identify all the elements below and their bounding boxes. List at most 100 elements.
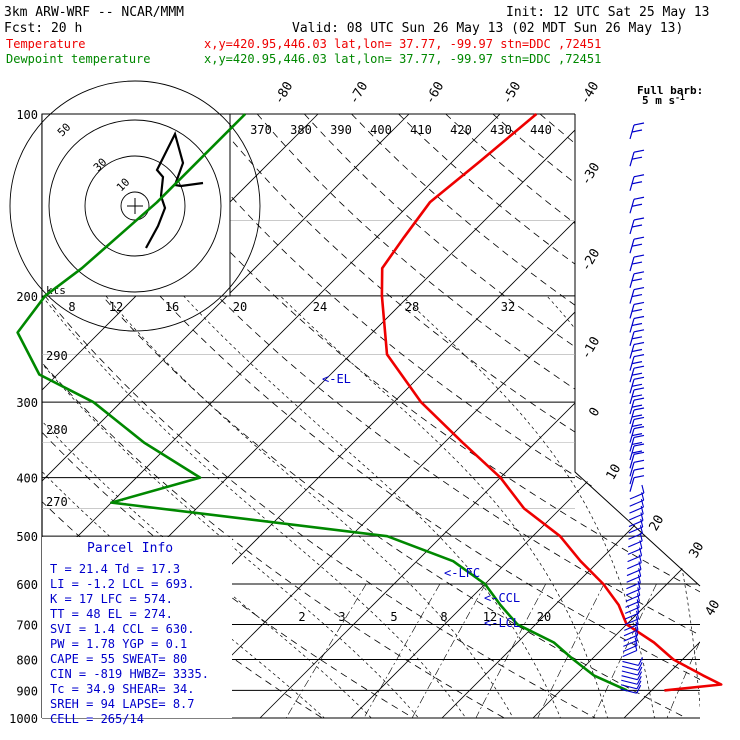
theta-label: 390 xyxy=(330,123,352,137)
moist-adiabat xyxy=(105,295,521,718)
wind-barb xyxy=(625,587,641,602)
model-title: 3km ARW-WRF -- NCAR/MMM xyxy=(4,5,184,20)
sounding-series xyxy=(16,113,723,692)
wind-barb xyxy=(622,637,638,652)
wind-barb xyxy=(627,554,642,570)
wind-barb xyxy=(620,680,642,690)
wind-barb xyxy=(629,467,645,485)
wind-barb xyxy=(629,301,645,319)
dewpoint-line xyxy=(16,113,628,692)
dry-adiabat xyxy=(42,114,528,718)
wind-barb xyxy=(629,484,645,500)
wind-barb xyxy=(624,605,640,620)
parcel-info-row: LI = -1.2 LCL = 693. xyxy=(50,577,195,591)
wind-barb xyxy=(629,254,645,272)
theta-label: 370 xyxy=(250,123,272,137)
theta-label: 380 xyxy=(290,123,312,137)
theta-label: 410 xyxy=(410,123,432,137)
temperature-legend: Temperature xyxy=(6,37,85,51)
parcel-info-row: Tc = 34.9 SHEAR= 34. xyxy=(50,682,195,696)
mixing-ratio-upper-label: 12 xyxy=(109,300,123,314)
hodograph-frame xyxy=(41,113,231,297)
dry-adiabat xyxy=(42,114,343,718)
dry-adiabat xyxy=(42,114,620,718)
wind-barb xyxy=(629,174,645,191)
temperature-tick-label: -80 xyxy=(272,79,297,107)
temperature-tick-label: -10 xyxy=(579,334,604,362)
temperature-line xyxy=(380,113,723,692)
isotherm xyxy=(246,114,700,718)
wind-barb xyxy=(627,532,643,548)
hodograph-ring xyxy=(48,119,222,293)
wind-barb xyxy=(629,492,645,507)
isotherm xyxy=(519,114,700,718)
moist-adiabat xyxy=(183,295,567,718)
wind-barb xyxy=(629,416,645,434)
barb-legend-title: Full barb: xyxy=(637,84,703,97)
parcel-info-box: Parcel Info T = 21.4 Td = 17.3LI = -1.2 L… xyxy=(42,537,232,726)
temperature-tick-label: -50 xyxy=(500,79,525,107)
wind-barb xyxy=(629,443,645,461)
wind-barb xyxy=(622,662,643,671)
wind-barb xyxy=(629,434,645,452)
wind-barbs xyxy=(620,122,645,694)
wind-barb xyxy=(622,642,638,658)
temperature-tick-label: 0 xyxy=(587,405,604,419)
barb-legend-unit: 5 m s-1 xyxy=(642,93,685,107)
moist-adiabat xyxy=(42,295,430,718)
wind-barb xyxy=(621,671,643,681)
mixing-ratio-lower-label: 3 xyxy=(338,610,345,624)
parcel-info-row: CIN = -819 HWBZ= 3335. xyxy=(50,667,209,681)
wind-barb xyxy=(624,599,640,614)
mixing-ratio-upper-label: 8 xyxy=(68,300,75,314)
mixing-ratio-lower-label: 8 xyxy=(440,610,447,624)
wind-barb xyxy=(623,632,638,647)
isotherm xyxy=(42,114,514,718)
hodograph-ring xyxy=(84,155,186,257)
isotherm xyxy=(42,114,423,718)
mixing-ratio-upper-label: 32 xyxy=(501,300,515,314)
dry-adiabat xyxy=(42,114,700,718)
parcel-info-row: T = 21.4 Td = 17.3 xyxy=(50,562,180,576)
temperature-tick-label: -60 xyxy=(423,79,448,107)
temperature-tick-label: -20 xyxy=(579,246,604,274)
pressure-label-100: 100 xyxy=(16,108,38,122)
pressure-label-600: 600 xyxy=(16,578,38,592)
pressure-label-700: 700 xyxy=(16,618,38,632)
isotherm xyxy=(702,101,740,731)
wind-barb xyxy=(623,621,639,637)
temperature-tick-label: -70 xyxy=(347,79,372,107)
wind-barb xyxy=(629,426,645,443)
moist-adiabat xyxy=(401,295,658,718)
wind-barb xyxy=(629,286,645,304)
wind-barb xyxy=(629,217,645,235)
wind-barb xyxy=(626,574,641,590)
dry-adiabat xyxy=(681,114,700,718)
wind-barb xyxy=(629,397,645,415)
pressure-label-800: 800 xyxy=(16,653,38,667)
mixing-ratio-line xyxy=(405,583,486,718)
parcel-info-title: Parcel Info xyxy=(87,541,173,556)
hodograph-unit-label: kts xyxy=(46,284,66,297)
wind-barb xyxy=(629,329,645,346)
wind-barb xyxy=(629,451,645,469)
mixing-ratio-lines xyxy=(278,583,700,718)
wind-barb xyxy=(628,505,644,521)
temperature-tick-label: 30 xyxy=(687,540,708,561)
isotherm xyxy=(155,114,700,718)
pressure-label-500: 500 xyxy=(16,530,38,544)
wind-barb xyxy=(624,610,640,626)
wind-barb xyxy=(628,512,644,528)
lfc-marker: <-LFC xyxy=(444,566,480,580)
wind-barb xyxy=(626,561,642,577)
init-time: Init: 12 UTC Sat 25 May 13 xyxy=(506,5,710,20)
dry-adiabat xyxy=(209,114,700,718)
theta-label: 420 xyxy=(450,123,472,137)
temperature-tick-label: -30 xyxy=(579,160,604,188)
mixing-ratio-upper-label: 28 xyxy=(405,300,419,314)
dry-adiabat xyxy=(586,114,700,718)
wind-barb xyxy=(625,593,641,608)
isotherm xyxy=(610,114,700,718)
wind-barb xyxy=(625,580,641,596)
mixing-ratio-upper-label: 16 xyxy=(165,300,179,314)
